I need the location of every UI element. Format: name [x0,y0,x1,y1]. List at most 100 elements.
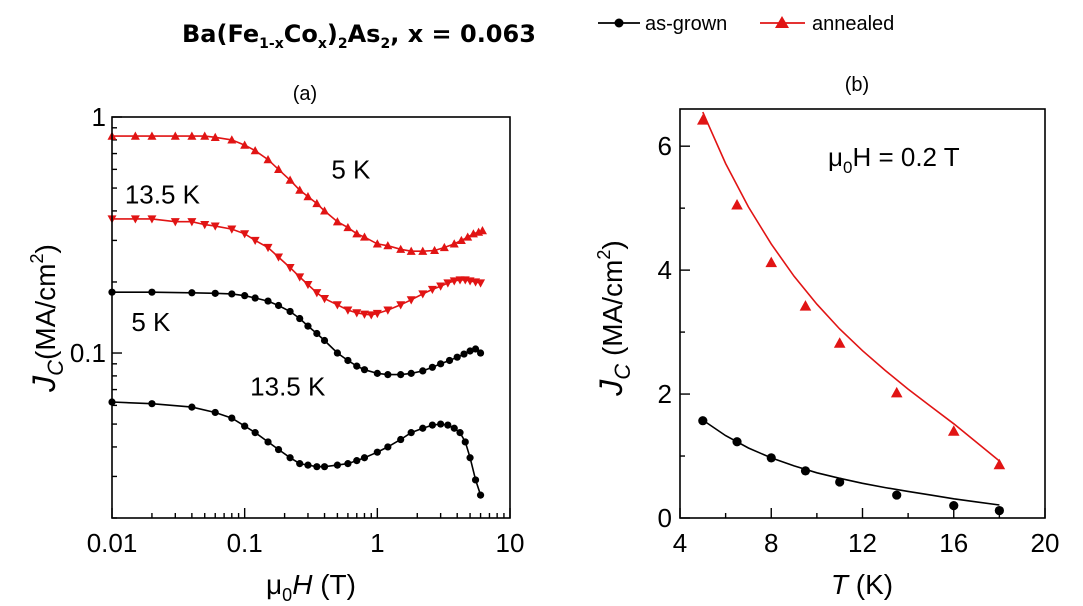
title-mid-2: ) [327,20,338,48]
title-sub-1: 1-x [259,36,284,52]
title-sub-2: x [318,36,327,52]
data-point-a-as-grown-5-k [373,369,381,377]
data-point-a-as-grown-5-k [437,360,445,368]
data-point-b-as-grown [766,453,776,463]
data-point-a-annealed-5-k [250,146,260,155]
data-point-a-annealed-13-5-k [210,222,220,231]
data-point-a-annealed-13-5-k [372,309,382,319]
data-point-a-annealed-5-k [210,132,220,141]
data-point-a-as-grown-13-5-k [407,429,415,437]
data-point-a-as-grown-13-5-k [353,457,361,465]
data-point-a-as-grown-13-5-k [286,454,294,462]
data-point-a-as-grown-13-5-k [476,491,485,499]
data-point-a-annealed-13-5-k [359,310,369,319]
data-point-a-annealed-5-k [343,222,353,232]
title-mid-3: As [348,20,381,48]
data-point-a-annealed-5-k [227,135,237,144]
x-label-a-sub: 0 [282,585,292,605]
data-point-a-as-grown-5-k [296,314,304,323]
data-point-a-annealed-13-5-k [396,301,406,310]
panel-b-y-axis-label: JC (MA/cm2) [593,240,635,396]
data-point-b-annealed [765,256,778,268]
data-point-a-annealed-5-k [332,217,342,226]
series-a-as-grown-13-5-k [108,398,485,499]
data-point-a-as-grown-13-5-k [384,443,392,451]
data-point-a-annealed-13-5-k [170,218,180,227]
data-point-a-as-grown-13-5-k [444,421,452,429]
data-point-b-as-grown [800,466,811,476]
panel-b-condition-label: μ0H = 0.2 T [828,142,960,177]
data-point-b-annealed [697,114,709,125]
data-point-a-annealed-13-5-k [187,218,197,227]
x-tick-label-b: 16 [939,528,968,558]
data-point-a-as-grown-13-5-k [333,461,341,469]
data-point-a-annealed-13-5-k [476,279,486,288]
data-point-a-annealed-5-k [303,191,313,201]
data-point-a-annealed-13-5-k [312,289,322,298]
data-point-a-annealed-5-k [263,154,273,164]
data-point-a-as-grown-5-k [384,371,392,379]
panel-b-ticks [679,145,1046,519]
data-point-a-annealed-5-k [274,164,284,173]
data-point-a-annealed-5-k [396,244,406,253]
data-point-a-as-grown-5-k [360,366,369,374]
data-point-b-as-grown [994,505,1004,516]
y-tick-label-a: 0.1 [70,338,106,368]
condition-mu: μ [828,142,843,172]
curve-label-a-annealed-13-5-k: 13.5 K [125,180,201,210]
data-point-a-annealed-5-k [320,206,330,215]
data-point-a-annealed-13-5-k [383,306,393,315]
data-point-a-as-grown-13-5-k [241,422,249,430]
panel-a-label: (a) [293,83,317,105]
x-label-a-unit: (T) [312,569,356,600]
data-point-a-as-grown-13-5-k [304,461,312,469]
y-tick-label-b: 6 [658,131,672,161]
title-tail: , x = 0.063 [390,20,536,48]
curve-label-a-annealed-5-k: 5 K [331,154,371,184]
data-point-a-as-grown-13-5-k [148,400,156,408]
data-point-a-as-grown-5-k [264,297,272,305]
data-point-a-as-grown-5-k [460,350,468,358]
panel-b-plot-area [697,111,1006,516]
series-line-a-as-grown-13-5-k [111,401,482,496]
data-point-b-annealed [947,425,960,436]
data-point-a-annealed-13-5-k [366,311,376,320]
data-point-a-annealed-13-5-k [263,243,273,253]
data-point-a-annealed-5-k [456,235,466,245]
fit-curve-b-annealed [702,111,1000,462]
y-label-b-unit: (MA/cm [597,260,628,364]
data-point-a-annealed-5-k [285,175,295,184]
data-point-a-as-grown-5-k [419,367,427,375]
data-point-a-as-grown-13-5-k [456,429,464,437]
figure-title: Ba(Fe1-xCox)2As2, x = 0.063 [182,20,536,52]
data-point-a-annealed-5-k [383,241,393,250]
legend-marker-as-grown [614,18,624,28]
data-point-a-as-grown-13-5-k [313,463,321,471]
x-label-a-mu: μ [266,569,282,600]
data-point-a-annealed-13-5-k [303,280,313,290]
panel-a-y-axis-label: JC(MA/cm2) [26,244,68,393]
y-label-b-var: J [593,379,629,397]
legend-label-as-grown: as-grown [645,13,727,35]
data-point-a-as-grown-13-5-k [461,438,469,446]
data-point-a-as-grown-5-k [476,349,485,357]
data-point-a-as-grown-5-k [471,345,480,353]
data-point-a-annealed-5-k [418,246,428,255]
data-point-a-annealed-13-5-k [427,285,437,295]
data-point-a-as-grown-5-k [428,363,436,371]
panel-a-plot-area [107,131,487,499]
y-label-a-sub: C [43,360,68,376]
panel-a: (a) 0.01 0.1 1 100.11 5 K13.5 K5 K13.5 K μ0… [26,83,524,605]
data-point-a-annealed-5-k [352,229,362,238]
data-point-a-as-grown-13-5-k [397,435,405,444]
data-point-a-annealed-13-5-k [406,296,416,305]
panel-b-frame [679,108,1046,519]
x-tick-label-a: 0.1 [227,528,263,558]
data-point-a-annealed-13-5-k [352,309,362,318]
data-point-a-annealed-5-k [449,239,459,248]
data-point-a-as-grown-5-k [228,290,236,298]
fit-curve-b-as-grown [702,419,1000,506]
data-point-a-annealed-13-5-k [200,221,210,230]
data-point-b-annealed [890,386,903,398]
